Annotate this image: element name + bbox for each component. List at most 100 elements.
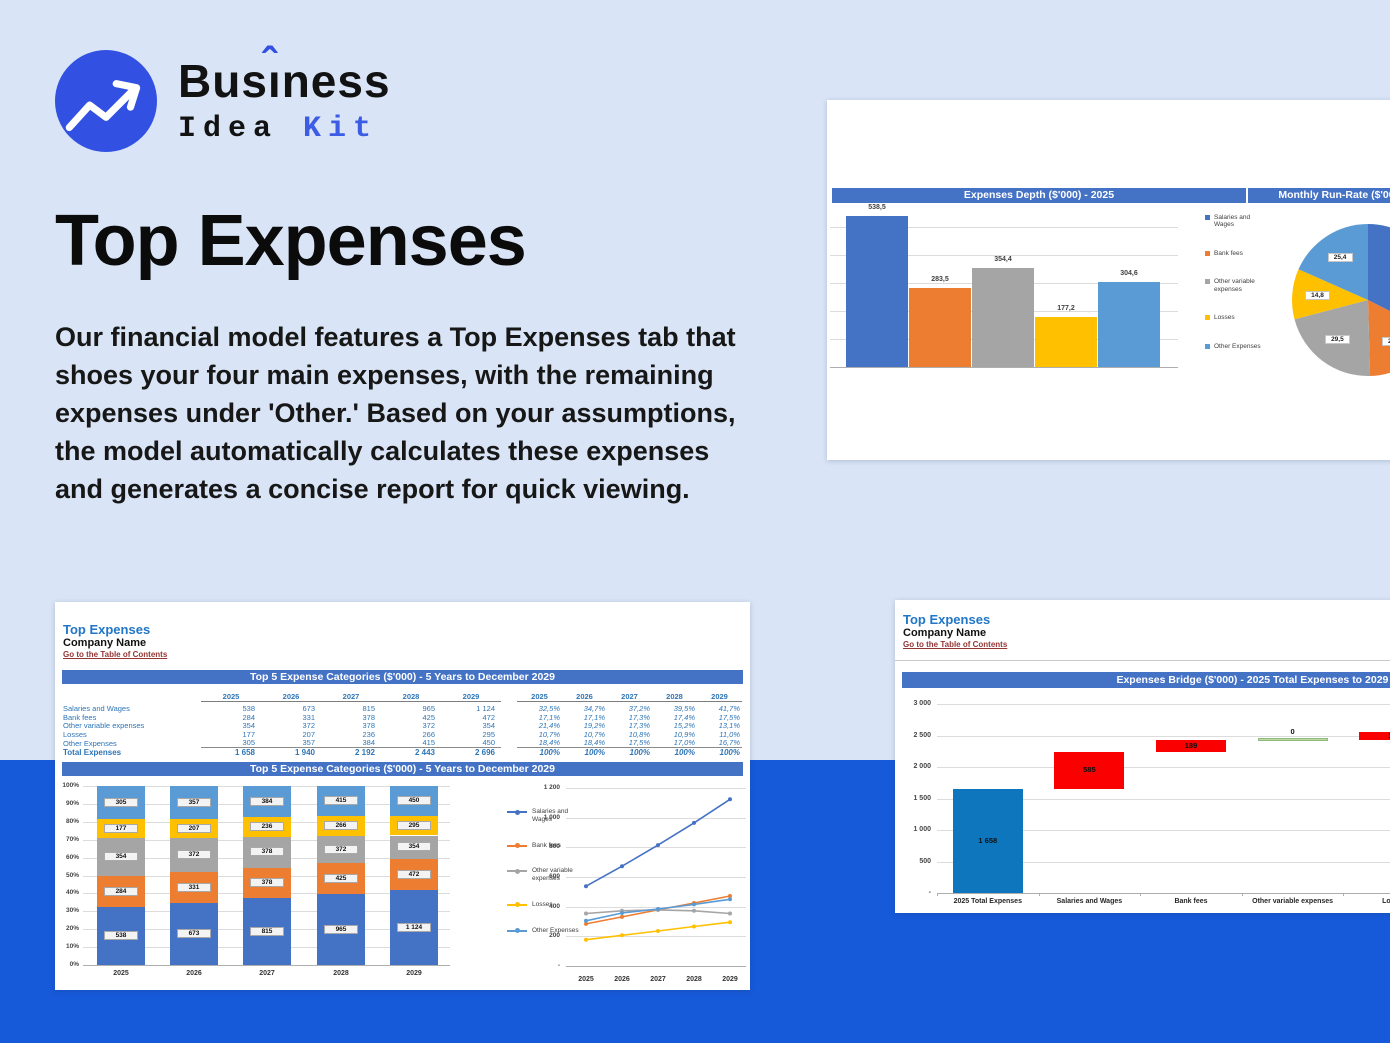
axis-line	[937, 893, 1390, 894]
axis-tick	[1140, 893, 1142, 896]
x-axis-label: 2029	[722, 976, 738, 983]
stack-value-label: 354	[104, 852, 138, 862]
y-axis-label: 90%	[65, 799, 79, 807]
point-salaries-and-wages	[728, 797, 732, 802]
y-axis-label: 60%	[65, 853, 79, 861]
point-bank-fees	[728, 894, 732, 898]
row-label: Losses	[63, 729, 87, 739]
percent-cell: 32,5%	[538, 704, 560, 713]
legend-label: Other variable expenses	[532, 867, 573, 883]
percent-cell: 17,5%	[718, 712, 740, 722]
bar-bank-fees	[909, 287, 971, 367]
legend-label: Bank fees	[1214, 249, 1243, 257]
y-axis-label: 100%	[62, 782, 79, 789]
gridline	[566, 788, 746, 789]
pie-value-label: 25,4	[1327, 253, 1353, 262]
legend-item: Other variable expenses	[1205, 278, 1300, 293]
legend-dot	[515, 928, 520, 934]
point-other-variable-expenses	[692, 908, 696, 913]
value-cell: 305	[201, 738, 261, 749]
monthly-runrate-banner: Monthly Run-Rate ($'000) - 2025	[1248, 188, 1390, 203]
y-axis-label: 1 500	[913, 794, 931, 802]
brand-line-business: Busı ˆ ness	[178, 39, 391, 107]
stack-value-label: 378	[250, 878, 284, 887]
y-axis-label: 1 000	[543, 813, 560, 821]
value-cell: 1 658	[234, 748, 255, 758]
percent-cell: 17,1%	[583, 712, 605, 722]
top5-table-banner: Top 5 Expense Categories ($'000) - 5 Yea…	[62, 670, 743, 684]
value-cell: 331	[302, 712, 315, 722]
stack-value-label: 266	[324, 821, 358, 831]
percent-cell: 10,8%	[628, 729, 650, 739]
x-axis-label: 2025	[578, 976, 594, 983]
monthly-runrate-pie-chart: 44,923,629,514,825,4	[827, 100, 1390, 460]
percent-cell: 100%	[674, 748, 695, 758]
legend-dot	[515, 809, 520, 815]
row-label: Other variable expenses	[63, 721, 145, 731]
value-cell: 415	[381, 738, 441, 749]
legend-line-marker-bank-fees	[507, 843, 527, 849]
y-axis-label: 30%	[65, 907, 79, 915]
gridline	[566, 847, 746, 849]
bar-salaries-and-wages	[846, 216, 908, 367]
x-axis-label: Other variable expenses	[1252, 898, 1334, 905]
point-salaries-and-wages	[584, 884, 588, 889]
bar-value-label: 354,4	[994, 255, 1012, 263]
percent-cell: 19,2%	[583, 721, 605, 731]
point-losses	[620, 933, 624, 938]
percent-cell: 37,2%	[628, 704, 650, 713]
stack-value-label: 236	[250, 822, 284, 831]
legend-item: Other Expenses	[507, 927, 587, 935]
point-other-expenses	[692, 902, 696, 907]
top5-expense-card: Top Expenses Company Name Go to the Tabl…	[55, 602, 750, 990]
company-name: Company Name	[63, 637, 147, 649]
pie-value-label: 29,5	[1324, 335, 1350, 345]
value-cell: 450	[441, 738, 501, 749]
value-cell: 236	[362, 729, 375, 739]
point-other-expenses	[656, 907, 660, 911]
brand-wordmark: Busı ˆ ness Idea Kit	[178, 39, 391, 146]
stack-value-label: 384	[250, 796, 284, 806]
y-axis-label: 200	[549, 932, 560, 940]
axis-tick	[1038, 893, 1040, 896]
waterfall-increase-bar	[1156, 739, 1226, 752]
y-axis-label: 3 000	[913, 700, 931, 707]
pie-slice-bank-fees	[1368, 300, 1390, 376]
pie-value-label: 23,6	[1381, 337, 1390, 347]
table-of-contents-link[interactable]: Go to the Table of Contents	[63, 650, 168, 659]
table-of-contents-link[interactable]: Go to the Table of Contents	[903, 640, 1008, 649]
value-cell: 673	[302, 704, 315, 713]
expenses-bridge-waterfall-chart: 3 000 2 500 2 000 1 500 1 000 500 - 1 658 2025 T…	[895, 600, 1390, 913]
percent-cell: 21,4%	[538, 721, 560, 731]
legend-swatch-bank-fees	[1205, 250, 1210, 256]
legend-label: Bank fees	[532, 841, 561, 849]
sheet-title: Top Expenses	[903, 612, 991, 627]
pie-slice-salaries-and-wages	[1368, 224, 1390, 312]
value-cell: 357	[261, 738, 321, 749]
axis-line	[830, 367, 1178, 368]
legend-item: Other Expenses	[1205, 343, 1300, 350]
legend-swatch-salaries-and-wages	[1205, 215, 1210, 220]
x-axis-label: 2025	[113, 970, 129, 977]
stack-value-label: 815	[250, 926, 284, 936]
y-axis-label: 70%	[65, 835, 79, 843]
year-header: 2027	[321, 692, 381, 702]
year-header: 2025	[201, 692, 261, 702]
point-other-expenses	[728, 897, 732, 902]
x-axis-label: 2028	[686, 976, 702, 983]
table-row: Bank fees 284 331 378 425 472 17,1% 17,1% 17,3% 1…	[63, 713, 744, 722]
y-axis-label: 0%	[69, 961, 79, 968]
gridline	[566, 936, 746, 938]
stack-value-label: 472	[397, 869, 431, 879]
gridline	[566, 877, 746, 878]
percent-cell: 17,0%	[652, 738, 697, 749]
y-axis-label: 10%	[65, 943, 79, 951]
value-cell: 284	[242, 712, 255, 722]
year-header: 2026	[261, 692, 321, 702]
value-cell: 378	[362, 712, 375, 722]
y-axis-label: 400	[549, 902, 560, 910]
stack-value-label: 295	[397, 820, 431, 830]
percent-cell: 13,1%	[718, 721, 740, 731]
bar-value-label: 283,5	[931, 275, 949, 283]
stack-value-label: 284	[104, 886, 138, 896]
